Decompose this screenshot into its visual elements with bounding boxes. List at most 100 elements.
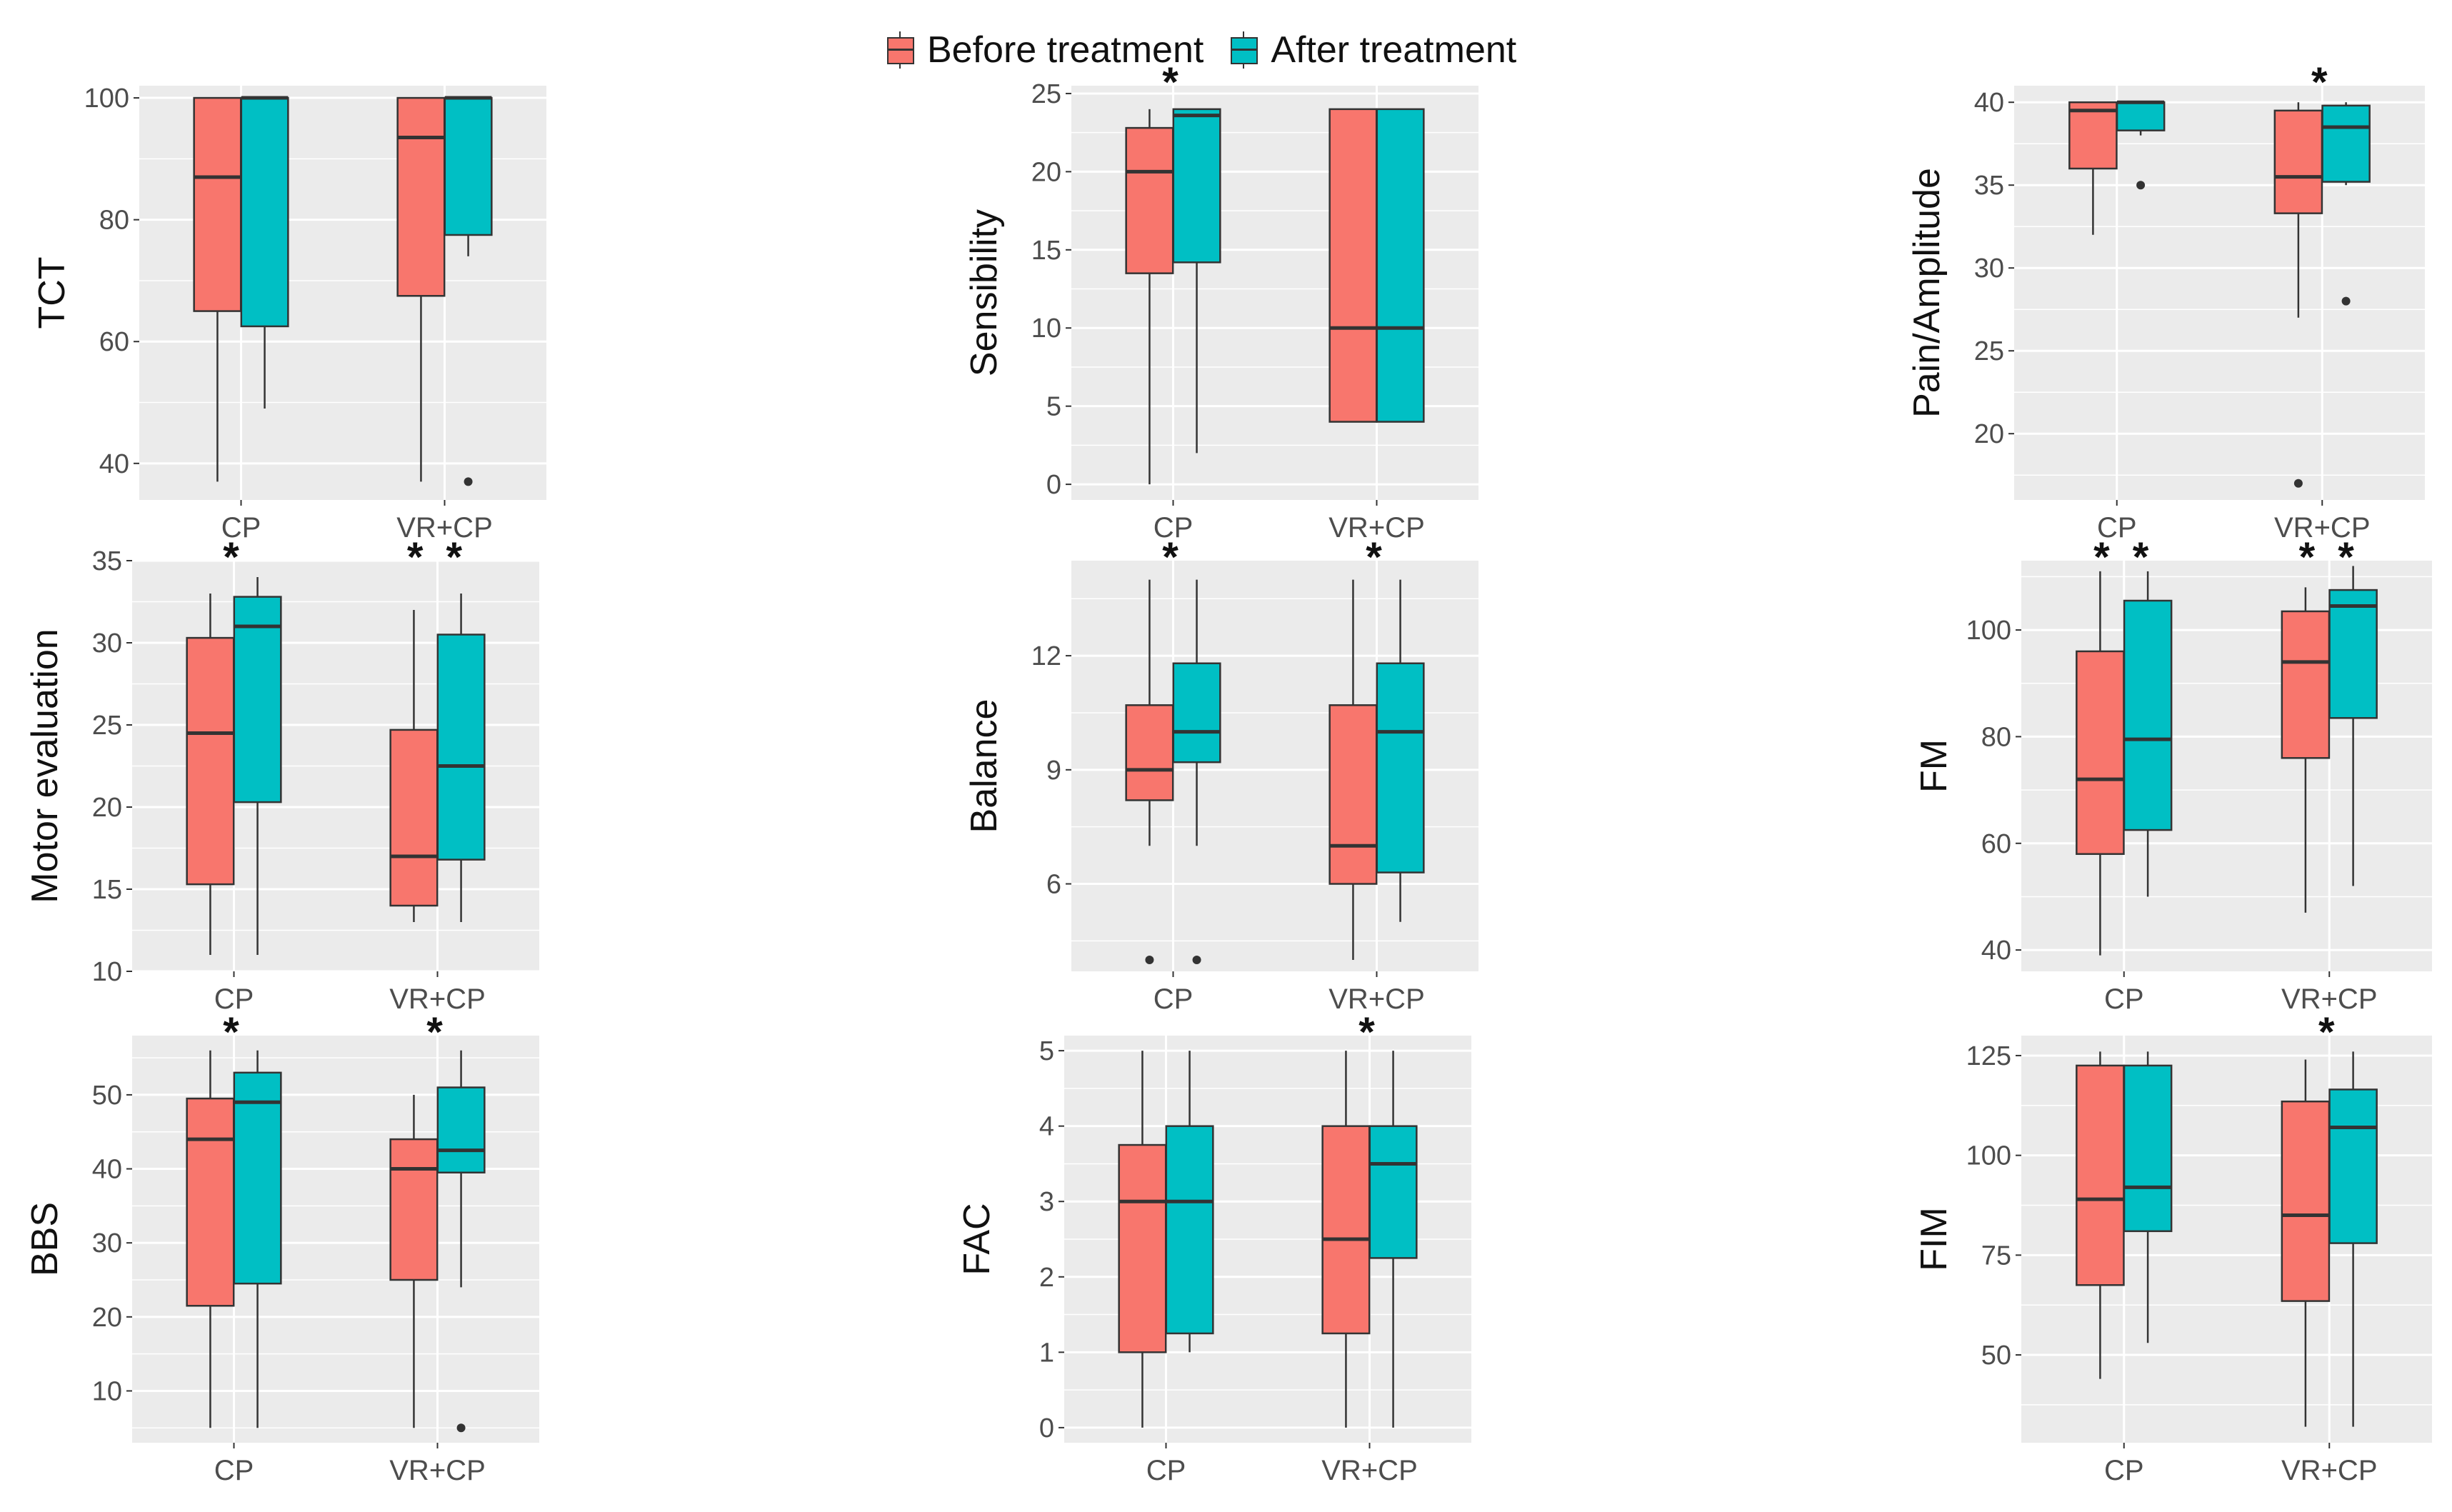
box-after-vr-cp [1376, 579, 1425, 922]
box-iqr [396, 96, 446, 297]
significance-star: * * [2093, 534, 2154, 581]
box-iqr [436, 1086, 486, 1173]
box-before-vr-cp [2281, 1059, 2331, 1427]
box-before-cp [1118, 1051, 1167, 1428]
x-tick-label: VR+CP [2274, 512, 2371, 544]
y-tick-label: 9 [1046, 756, 1061, 786]
box-iqr [2328, 1088, 2378, 1244]
y-tick-label: 30 [92, 1228, 122, 1258]
legend-key-after [1229, 31, 1258, 69]
box-iqr [2123, 599, 2173, 831]
box-after-vr-cp [2321, 102, 2371, 306]
y-tick-label: 60 [99, 327, 129, 357]
y-tick-label: 75 [1981, 1241, 2011, 1271]
y-tick-label: 4 [1039, 1112, 1054, 1142]
outlier-point [456, 1423, 466, 1433]
panel-motor-evaluation: 10 15 20 25 30 35 CP VR+CP Motor evaluation * * * [24, 534, 539, 1015]
box-before-vr-cp [1328, 108, 1378, 423]
box-iqr [1165, 1125, 1214, 1335]
x-tick-label: VR+CP [1328, 512, 1425, 544]
panel-tct: 40 60 80 100 CP VR+CP TCT [31, 84, 546, 544]
x-tick-label: CP [2104, 983, 2144, 1015]
y-tick-label: 80 [1981, 722, 2011, 752]
box-after-cp [1172, 579, 1221, 965]
y-tick-label: 35 [92, 546, 122, 576]
y-tick-label: 1 [1039, 1338, 1054, 1368]
y-axis-title: Motor evaluation [24, 629, 66, 903]
x-tick-label: VR+CP [1328, 983, 1425, 1015]
box-iqr [2273, 109, 2323, 214]
outlier-point [2341, 296, 2351, 306]
y-tick-label: 10 [92, 957, 122, 987]
x-tick-label: VR+CP [2281, 983, 2378, 1015]
y-tick-label: 40 [1981, 936, 2011, 966]
x-tick-label: CP [2097, 512, 2137, 544]
outlier-point [2136, 181, 2146, 190]
y-tick-label: 35 [1974, 171, 2004, 201]
y-tick-label: 25 [1031, 79, 1061, 109]
y-axis-title: BBS [24, 1202, 66, 1276]
box-iqr [1368, 1125, 1418, 1259]
box-iqr [233, 1071, 282, 1285]
box-iqr [2076, 1064, 2125, 1286]
y-tick-label: 40 [1974, 88, 2004, 118]
legend-label-before: Before treatment [927, 29, 1204, 71]
panel-fac: 0 1 2 3 4 5 CP VR+CP FAC * [956, 1009, 1471, 1486]
box-before-vr-cp [396, 96, 446, 482]
y-tick-label: 100 [84, 84, 129, 114]
box-iqr [193, 96, 242, 312]
box-iqr [2321, 104, 2371, 183]
box-iqr [1125, 704, 1174, 801]
box-after-cp [2123, 1051, 2173, 1343]
significance-star: * [1366, 534, 1388, 581]
y-tick-label: 50 [1981, 1341, 2011, 1371]
y-tick-label: 100 [1966, 1141, 2011, 1171]
y-tick-label: 80 [99, 206, 129, 236]
box-iqr [2068, 101, 2118, 170]
box-iqr [2281, 610, 2331, 759]
y-tick-label: 100 [1966, 616, 2011, 646]
box-after-cp [2123, 571, 2173, 897]
significance-star: * [223, 534, 245, 581]
legend-label-after: After treatment [1271, 29, 1517, 71]
box-after-vr-cp [436, 1050, 486, 1433]
legend-key-before [886, 31, 914, 69]
y-tick-label: 15 [92, 875, 122, 905]
box-after-cp [1172, 108, 1221, 454]
y-tick-label: 3 [1039, 1187, 1054, 1217]
box-iqr [1376, 108, 1425, 423]
y-axis-title: FIM [1913, 1207, 1955, 1271]
y-tick-label: 50 [92, 1081, 122, 1111]
x-tick-label: CP [214, 1455, 254, 1486]
box-before-vr-cp [1328, 579, 1378, 961]
x-tick-label: VR+CP [389, 983, 486, 1015]
box-after-vr-cp [2328, 1051, 2378, 1427]
outlier-point [1192, 956, 1201, 965]
outlier-point [1145, 956, 1154, 965]
y-tick-label: 12 [1031, 641, 1061, 671]
box-before-cp [1125, 579, 1174, 965]
y-axis-title: Sensibility [964, 209, 1005, 376]
box-iqr [1172, 108, 1221, 264]
y-tick-label: 60 [1981, 829, 2011, 859]
box-before-vr-cp [1321, 1051, 1371, 1428]
y-tick-label: 25 [92, 711, 122, 741]
y-axis-title: Pain/Amplitude [1906, 168, 1948, 418]
panel-sensibility: 0 5 10 15 20 25 CP VR+CP Sensibility * [964, 59, 1478, 544]
box-before-cp [193, 96, 242, 482]
legend-item-after: After treatment [1229, 29, 1516, 71]
box-iqr [1321, 1125, 1371, 1335]
y-tick-label: 15 [1031, 236, 1061, 266]
box-after-vr-cp [444, 96, 493, 486]
y-tick-label: 2 [1039, 1263, 1054, 1293]
box-iqr [436, 634, 486, 861]
panel-balance: 6 9 12 CP VR+CP Balance * * [964, 534, 1478, 1015]
y-tick-label: 25 [1974, 336, 2004, 366]
x-tick-label: CP [1146, 1455, 1186, 1486]
significance-star: * * [2299, 534, 2360, 581]
significance-star: * [1162, 59, 1184, 106]
y-tick-label: 40 [99, 449, 129, 479]
box-after-vr-cp [1376, 108, 1425, 423]
y-axis-title: Balance [964, 699, 1005, 833]
